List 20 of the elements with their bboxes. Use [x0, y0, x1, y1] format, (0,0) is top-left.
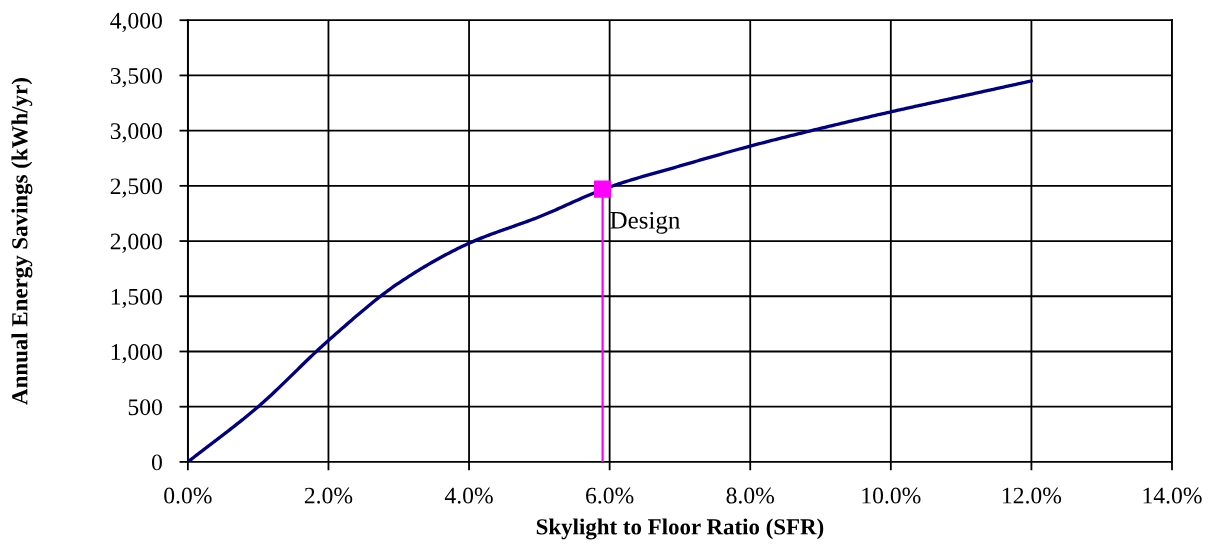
x-tick-label: 12.0% [1003, 487, 1062, 504]
x-axis-title: Skylight to Floor Ratio (SFR) [536, 518, 824, 540]
y-tick-label: 3,000 [110, 123, 162, 143]
x-tick-label: 8.0% [726, 487, 775, 504]
y-tick-label: 3,500 [110, 67, 162, 88]
y-tick-label: 2,500 [110, 178, 162, 198]
x-tick-label: 2.0% [304, 487, 353, 504]
y-tick-label: 4,000 [110, 12, 162, 33]
y-axis-title: Annual Energy Savings (kWh/yr) [11, 78, 33, 405]
x-tick-label: 10.0% [862, 487, 921, 504]
y-tick-label: 1,500 [111, 288, 162, 309]
y-tick-label: 1,000 [111, 343, 162, 364]
x-tick-label: 14.0% [1143, 487, 1202, 504]
y-tick-label: 2,000 [110, 233, 162, 253]
y-tick-label: 500 [128, 399, 162, 416]
annotation: Design [610, 211, 680, 234]
x-tick-label: 6.0% [586, 487, 634, 504]
x-tick-label: 0.0% [164, 487, 212, 504]
x-tick-label: 4.0% [444, 487, 493, 504]
y-tick-label: 0 [151, 454, 162, 471]
